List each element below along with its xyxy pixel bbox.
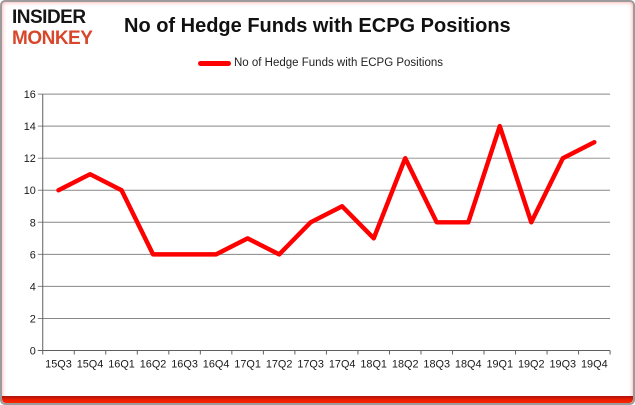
y-axis-tick-label: 12 [24,153,36,165]
x-axis-tick-label: 18Q1 [360,358,387,370]
logo-line2: MONKEY [12,27,93,49]
x-axis-tick-label: 16Q3 [171,358,198,370]
x-axis-tick-label: 15Q3 [45,358,72,370]
x-axis-tick-label: 17Q4 [329,358,356,370]
x-axis-tick-label: 15Q4 [77,358,104,370]
x-axis-tick-label: 19Q3 [549,358,576,370]
y-axis-tick-label: 0 [30,345,36,357]
y-axis-tick-label: 6 [30,249,36,261]
y-axis-tick-label: 4 [30,281,36,293]
x-axis-tick-label: 19Q1 [486,358,513,370]
x-axis-tick-label: 16Q2 [140,358,167,370]
legend-label: No of Hedge Funds with ECPG Positions [234,57,444,69]
legend-line-swatch [198,60,231,66]
x-axis-tick-label: 17Q1 [234,358,261,370]
y-axis-tick-label: 16 [24,89,36,101]
x-axis-tick-label: 19Q2 [518,358,545,370]
x-axis-tick-label: 19Q4 [581,358,608,370]
chart-title: No of Hedge Funds with ECPG Positions [124,15,511,37]
series-line [56,123,597,257]
x-axis-tick-label: 17Q3 [297,358,324,370]
logo-line1: INSIDER [12,7,86,28]
y-axis-tick-label: 2 [30,313,36,325]
x-axis-tick-label: 16Q4 [203,358,230,370]
bottom-red-border [2,396,633,403]
x-axis-tick-label: 18Q4 [455,358,482,370]
x-axis-tick-label: 17Q2 [266,358,293,370]
x-axis-tick-label: 18Q2 [392,358,419,370]
x-axis-tick-label: 16Q1 [108,358,135,370]
y-axis-tick-label: 10 [24,185,36,197]
y-axis-tick-label: 14 [24,121,36,133]
legend: No of Hedge Funds with ECPG Positions [198,57,443,69]
insider-monkey-logo: INSIDER MONKEY [12,7,93,49]
y-axis-tick-label: 8 [30,217,36,229]
x-axis-tick-label: 18Q3 [423,358,450,370]
